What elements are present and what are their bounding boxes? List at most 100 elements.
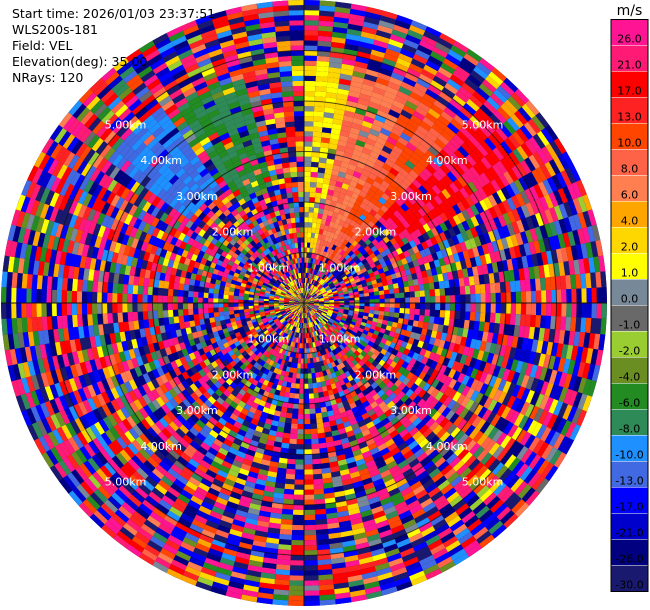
gate-cell bbox=[309, 289, 313, 295]
gate-cell bbox=[304, 299, 308, 303]
gate-cell bbox=[324, 285, 330, 290]
gate-cell bbox=[514, 314, 521, 326]
gate-cell bbox=[338, 78, 352, 86]
gate-cell bbox=[531, 169, 543, 184]
gate-cell bbox=[378, 314, 384, 320]
gate-cell bbox=[345, 189, 354, 197]
gate-cell bbox=[310, 166, 319, 173]
gate-cell bbox=[304, 434, 312, 440]
gate-cell bbox=[382, 255, 390, 262]
gate-cell bbox=[487, 230, 497, 243]
gate-cell bbox=[292, 524, 304, 531]
gate-cell bbox=[473, 275, 480, 286]
gate-cell bbox=[407, 29, 424, 41]
gate-cell bbox=[588, 257, 596, 273]
gate-cell bbox=[439, 222, 448, 232]
gate-cell bbox=[388, 109, 401, 119]
gate-cell bbox=[509, 181, 520, 196]
gate-cell bbox=[384, 298, 390, 303]
gate-cell bbox=[325, 230, 332, 237]
gate-cell bbox=[318, 296, 324, 300]
gate-cell bbox=[527, 171, 538, 187]
gate-cell bbox=[510, 359, 519, 372]
gate-cell bbox=[308, 289, 312, 295]
gate-cell bbox=[499, 313, 506, 325]
gate-cell bbox=[347, 201, 355, 209]
gate-cell bbox=[313, 304, 319, 307]
gate-cell bbox=[555, 248, 564, 263]
gate-cell bbox=[420, 194, 430, 205]
gate-cell bbox=[353, 65, 367, 74]
gate-cell bbox=[348, 292, 354, 296]
gate-cell bbox=[511, 371, 521, 385]
gate-cell bbox=[461, 157, 473, 170]
gate-cell bbox=[396, 185, 406, 195]
gate-cell bbox=[366, 319, 373, 325]
gate-cell bbox=[586, 363, 596, 381]
gate-cell bbox=[435, 71, 450, 83]
gate-cell bbox=[549, 207, 559, 222]
gate-cell bbox=[310, 232, 316, 239]
gate-cell bbox=[423, 30, 440, 43]
gate-cell bbox=[336, 253, 343, 260]
gate-cell bbox=[380, 261, 388, 269]
gate-cell bbox=[404, 268, 412, 276]
gate-cell bbox=[393, 210, 402, 219]
gate-cell bbox=[426, 220, 436, 230]
gate-cell bbox=[309, 408, 316, 414]
gate-cell bbox=[352, 288, 359, 293]
gate-cell bbox=[406, 325, 413, 332]
gate-cell bbox=[379, 167, 390, 176]
gate-cell bbox=[459, 126, 472, 139]
gate-cell bbox=[317, 233, 323, 240]
gate-cell bbox=[304, 418, 311, 425]
gate-cell bbox=[389, 303, 395, 308]
gate-cell bbox=[384, 294, 390, 299]
gate-cell bbox=[489, 342, 497, 354]
gate-cell bbox=[304, 298, 307, 303]
gate-cell bbox=[528, 326, 536, 340]
gate-cell bbox=[361, 228, 369, 236]
gate-cell bbox=[505, 184, 516, 198]
gate-cell bbox=[368, 272, 375, 278]
gate-cell bbox=[524, 279, 531, 292]
gate-cell bbox=[349, 196, 357, 205]
gate-cell bbox=[405, 142, 417, 152]
gate-cell bbox=[385, 325, 392, 332]
gate-cell bbox=[402, 228, 410, 237]
gate-cell bbox=[319, 223, 325, 230]
gate-cell bbox=[493, 272, 500, 283]
gate-cell bbox=[479, 211, 489, 223]
gate-cell bbox=[488, 218, 498, 231]
gate-cell bbox=[352, 70, 366, 79]
gate-cell bbox=[529, 228, 539, 242]
gate-cell bbox=[348, 310, 354, 314]
gate-cell bbox=[313, 116, 324, 123]
gate-cell bbox=[468, 320, 475, 330]
gate-cell bbox=[381, 180, 391, 189]
gate-cell bbox=[320, 137, 331, 144]
gate-cell bbox=[338, 308, 344, 312]
gate-cell bbox=[353, 112, 365, 121]
gate-cell bbox=[453, 179, 464, 191]
gate-cell bbox=[373, 330, 380, 336]
gate-cell bbox=[304, 565, 319, 571]
gate-cell bbox=[601, 303, 607, 319]
gate-cell bbox=[542, 179, 554, 195]
gate-cell bbox=[456, 110, 470, 123]
gate-cell bbox=[304, 595, 320, 601]
gate-cell bbox=[315, 513, 327, 520]
gate-cell bbox=[543, 354, 551, 369]
gate-cell bbox=[533, 240, 542, 254]
gate-cell bbox=[363, 274, 370, 280]
gate-cell bbox=[496, 106, 511, 121]
gate-cell bbox=[387, 284, 394, 290]
gate-cell bbox=[338, 255, 345, 262]
gate-cell bbox=[327, 76, 340, 84]
gate-cell bbox=[568, 330, 576, 346]
gate-cell bbox=[479, 104, 494, 118]
gate-cell bbox=[328, 243, 334, 250]
ray bbox=[304, 271, 607, 303]
gate-cell bbox=[316, 218, 322, 224]
gate-cell bbox=[448, 217, 457, 228]
